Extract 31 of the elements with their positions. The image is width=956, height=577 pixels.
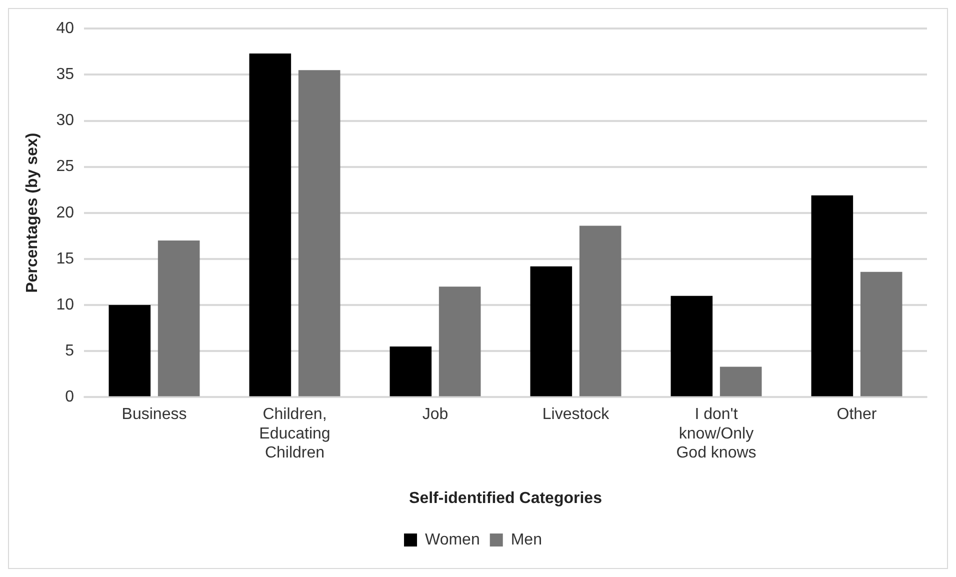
x-tick-label: Children, Educating Children (259, 406, 330, 462)
bar (438, 286, 481, 396)
x-tick-label: I don't know/Only God knows (676, 406, 756, 462)
bar (530, 266, 572, 396)
y-tick-label: 25 (56, 158, 74, 176)
y-tick-label: 35 (56, 66, 74, 84)
bar (390, 346, 432, 396)
legend-label: Women (425, 531, 480, 548)
y-tick-label: 20 (56, 204, 74, 222)
bar (811, 195, 854, 396)
y-axis-title: Percentages (by sex) (24, 132, 42, 293)
x-tick-label: Livestock (542, 406, 610, 424)
x-axis-title: Self-identified Categories (409, 490, 602, 507)
y-tick-label: 15 (56, 250, 74, 268)
y-tick-label: 40 (56, 20, 74, 38)
legend-label: Men (510, 531, 542, 548)
bar (860, 272, 902, 396)
bar (670, 296, 713, 396)
y-tick-label: 5 (65, 342, 74, 360)
bar (108, 305, 151, 396)
y-tick-label: 10 (56, 296, 74, 314)
y-tick-label: 30 (56, 112, 74, 130)
y-tick-label: 0 (65, 388, 74, 406)
x-tick-label: Business (122, 406, 187, 424)
bar (158, 240, 200, 396)
x-tick-label: Job (422, 406, 448, 424)
bar (720, 366, 762, 396)
bar (249, 53, 292, 396)
bar (579, 226, 622, 396)
x-tick-label: Other (836, 406, 878, 424)
bar (298, 70, 340, 396)
